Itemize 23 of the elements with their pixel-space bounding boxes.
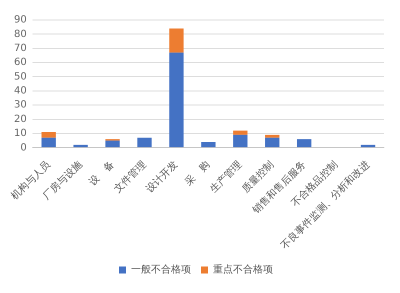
bar <box>233 134 248 148</box>
bar <box>137 138 152 148</box>
bar <box>169 28 184 53</box>
bar <box>105 140 120 148</box>
bar <box>42 138 56 148</box>
bar <box>201 142 216 148</box>
y-tick-label: 70 <box>14 42 27 54</box>
y-tick-label: 20 <box>14 114 27 125</box>
legend-label: 一般不合格项 <box>131 264 191 276</box>
y-tick-label: 0 <box>20 142 27 154</box>
bar <box>169 52 184 148</box>
bar <box>296 139 312 148</box>
y-tick-label: 50 <box>14 71 27 82</box>
bar <box>233 130 248 135</box>
legend-label: 重点不合格项 <box>213 264 273 276</box>
y-tick-label: 10 <box>14 128 27 140</box>
y-tick-label: 40 <box>14 86 27 97</box>
bar <box>42 132 56 138</box>
bar <box>265 138 280 148</box>
y-tick-label: 80 <box>14 28 27 40</box>
y-tick-label: 60 <box>14 57 27 68</box>
y-tick-label: 30 <box>14 100 27 111</box>
y-tick-label: 90 <box>14 14 27 26</box>
